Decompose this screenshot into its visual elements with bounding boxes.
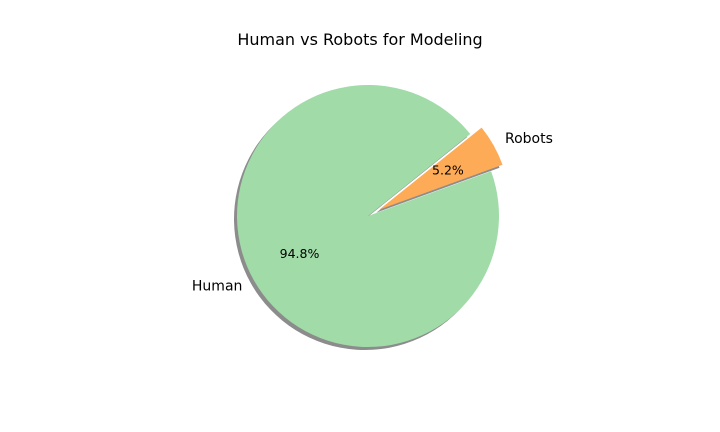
- slice-percent-human: 94.8%: [280, 246, 320, 261]
- slice-percent-robots: 5.2%: [432, 163, 464, 178]
- pie-slice-human: [237, 85, 499, 347]
- pie-slice-robots: [379, 127, 503, 210]
- chart-title: Human vs Robots for Modeling: [237, 30, 483, 49]
- slice-label-human: Human: [192, 279, 243, 295]
- slice-label-robots: Robots: [505, 131, 553, 147]
